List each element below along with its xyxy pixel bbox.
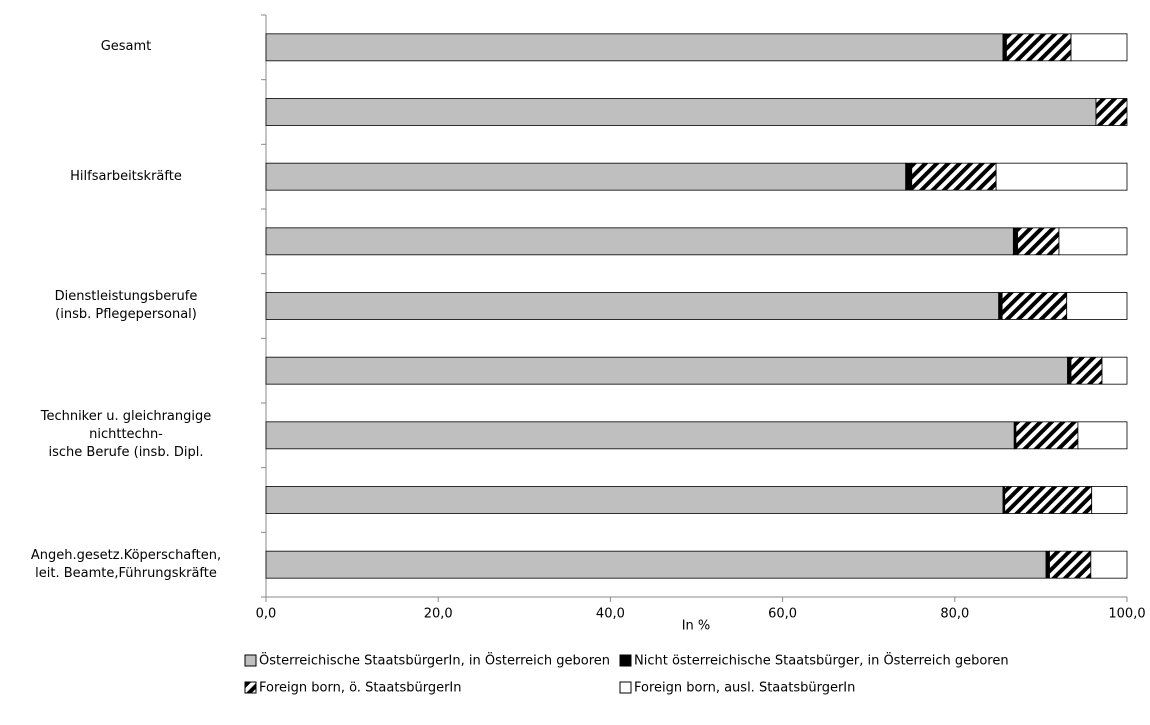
legend-swatch	[619, 654, 632, 667]
bar-segment	[265, 421, 1015, 450]
x-tick-label: 40,0	[596, 607, 625, 622]
x-tick-label: 0,0	[256, 607, 277, 622]
bar-segment	[265, 486, 1004, 514]
y-tick-label: Dienstleistungsberufe (insb. Pflegeperso…	[54, 289, 198, 322]
bar-segment	[1095, 98, 1128, 126]
bar-segment	[265, 162, 907, 191]
bar-segment	[1001, 292, 1068, 320]
x-tick-label: 100,0	[1108, 607, 1145, 622]
bar-segment	[265, 33, 1004, 62]
bar-segment	[905, 162, 913, 191]
bar-segment	[1091, 486, 1128, 514]
x-tick-label: 80,0	[940, 607, 969, 622]
bar-segment	[1004, 486, 1093, 514]
legend-label: Österreichische StaatsbürgerIn, in Öster…	[259, 652, 610, 669]
bar-segment	[911, 162, 997, 191]
x-tick-label: 20,0	[424, 607, 453, 622]
bar-segment	[995, 162, 1128, 191]
bar-segment	[1067, 356, 1072, 385]
legend-label: Nicht österreichische Staatsbürger, in Ö…	[634, 652, 1009, 669]
bar-segment	[1045, 550, 1050, 579]
bar-segment	[1049, 550, 1092, 579]
bar-segment	[1090, 550, 1128, 579]
legend-label: Foreign born, ausl. StaatsbürgerIn	[634, 681, 855, 696]
legend-swatch	[619, 681, 632, 694]
bar-segment	[1017, 227, 1060, 256]
y-tick-label: Hilfsarbeitskräfte	[70, 168, 182, 184]
bar-segment	[265, 292, 1000, 320]
bar-segment	[1002, 33, 1007, 62]
bar-segment	[265, 550, 1047, 579]
bar-segment	[1101, 356, 1128, 385]
bar-segment	[1066, 292, 1128, 320]
bar-segment	[1015, 421, 1079, 450]
x-axis-label: In %	[682, 619, 711, 634]
bar-segment	[1058, 227, 1128, 256]
legend-swatch	[244, 654, 257, 667]
x-tick-label: 60,0	[768, 607, 797, 622]
bar-segment	[1070, 33, 1128, 62]
bar-segment	[265, 356, 1068, 385]
bar-segment	[265, 98, 1097, 126]
bar-segment	[265, 227, 1014, 256]
bar-segment	[1006, 33, 1072, 62]
bar-segment	[1012, 227, 1019, 256]
y-tick-label: Techniker u. gleichrangige nichttechn- i…	[40, 409, 212, 461]
legend-label: Foreign born, ö. StaatsbürgerIn	[259, 681, 462, 696]
y-tick-label: Gesamt	[100, 39, 152, 55]
bar-segment	[1070, 356, 1103, 385]
y-tick-label: Angeh.gesetz.Köperschaften, leit. Beamte…	[30, 547, 222, 581]
bar-segment	[1077, 421, 1128, 450]
legend-swatch	[244, 681, 257, 694]
bar-segment	[998, 292, 1003, 320]
